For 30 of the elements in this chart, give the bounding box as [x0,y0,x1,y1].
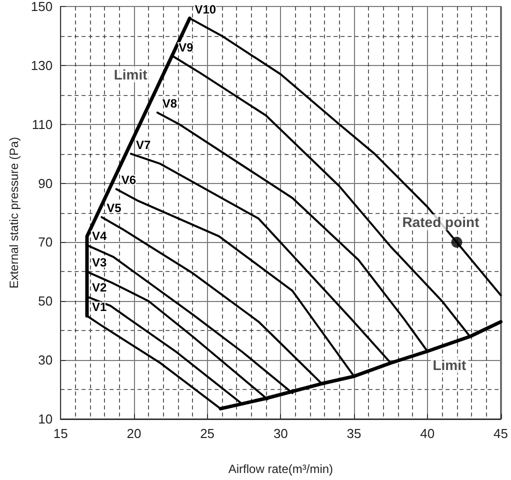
y-tick-label: 50 [38,294,53,309]
x-tick-label: 45 [494,426,508,441]
x-tick-label: 35 [346,426,362,441]
y-tick-label: 130 [30,58,53,73]
series-label: V10 [194,2,216,16]
series-label: V3 [92,256,108,270]
x-tick-label: 25 [200,426,215,441]
series-label: V6 [121,173,136,188]
x-tick-label: 20 [126,426,142,441]
series-label: V5 [106,201,122,216]
x-tick-label: 30 [273,426,288,441]
y-tick-label: 90 [38,176,53,191]
series-label: V7 [136,138,152,152]
y-tick-label: 70 [38,234,53,250]
y-tick-label: 30 [38,352,53,368]
y-tick-label: 10 [38,412,53,426]
y-axis-title: External static pressure (Pa) [7,137,21,288]
series-label: V9 [178,40,194,55]
x-tick-label: 40 [420,426,435,441]
annotation: Limit [114,66,148,82]
x-tick-label: 15 [53,426,68,441]
annotation: Limit [432,357,466,374]
y-tick-label: 150 [30,0,53,14]
annotation: Rated point [402,214,480,230]
y-tick-label: 110 [32,116,53,132]
series-label: V2 [92,280,108,295]
series-label: V8 [162,96,178,111]
series-label: V4 [92,229,108,244]
x-axis-title: Airflow rate(m³/min) [228,462,334,476]
series-label: V1 [92,300,108,314]
